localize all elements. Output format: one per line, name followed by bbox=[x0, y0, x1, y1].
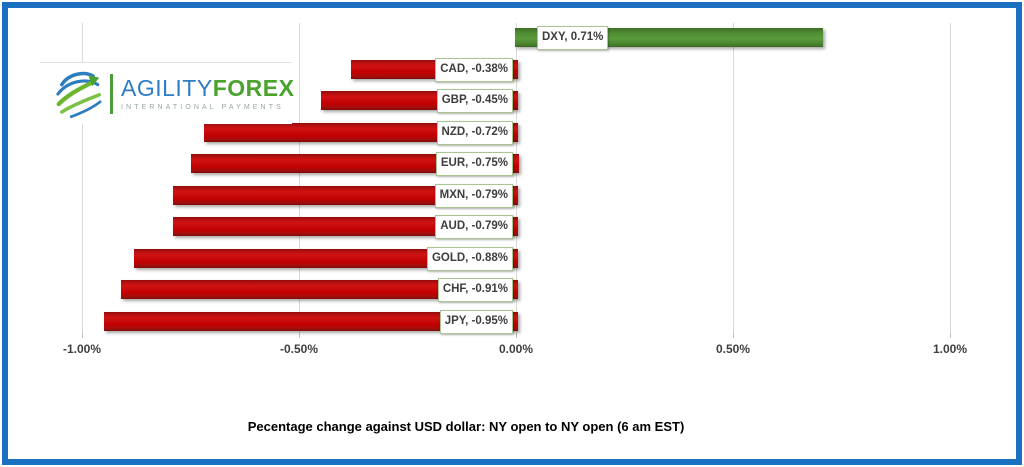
bar-label-mxn: MXN, -0.79% bbox=[434, 184, 513, 208]
agilityforex-logo: AGILITYFOREX INTERNATIONAL PAYMENTS bbox=[40, 62, 295, 124]
x-gridline-0.50% bbox=[733, 23, 734, 333]
x-axis-tick-label: -0.50% bbox=[279, 342, 319, 356]
bar-label-aud: AUD, -0.79% bbox=[435, 215, 513, 239]
bar-label-nzd: NZD, -0.72% bbox=[436, 121, 513, 145]
x-axis-tick-label: 0.50% bbox=[715, 342, 751, 356]
x-axis-tickmark bbox=[299, 333, 300, 338]
bar-label-jpy: JPY, -0.95% bbox=[439, 310, 513, 334]
logo-brand-forex: FOREX bbox=[212, 74, 295, 101]
bar-chf bbox=[121, 280, 518, 299]
x-gridline-1.00% bbox=[950, 23, 951, 333]
bar-label-gold: GOLD, -0.88% bbox=[426, 247, 513, 271]
x-gridline--0.50% bbox=[299, 23, 300, 333]
x-gridline-0.00% bbox=[516, 23, 517, 333]
bar-aud bbox=[173, 217, 518, 236]
x-axis-tickmark bbox=[950, 333, 951, 338]
agilityforex-globe-icon bbox=[56, 71, 102, 118]
bar-gold bbox=[134, 249, 518, 268]
logo-brand-agility: AGILITY bbox=[121, 74, 213, 101]
x-axis-tickmark bbox=[82, 333, 83, 338]
logo-separator bbox=[110, 73, 113, 114]
bar-label-gbp: GBP, -0.45% bbox=[436, 89, 513, 113]
x-gridline--1.00% bbox=[82, 23, 83, 333]
x-axis-tickmark bbox=[733, 333, 734, 338]
logo-brand: AGILITYFOREX bbox=[121, 74, 295, 101]
bar-label-cad: CAD, -0.38% bbox=[435, 58, 513, 82]
x-axis-tick-label: -1.00% bbox=[62, 342, 102, 356]
bar-jpy bbox=[104, 312, 518, 331]
bar-label-chf: CHF, -0.91% bbox=[437, 278, 513, 302]
bar-mxn bbox=[173, 186, 518, 205]
logo-tagline: INTERNATIONAL PAYMENTS bbox=[121, 103, 284, 111]
x-axis-tick-label: 0.00% bbox=[498, 342, 534, 356]
bar-label-dxy: DXY, 0.71% bbox=[537, 26, 609, 50]
x-axis-tickmark bbox=[516, 333, 517, 338]
chart-title: Pecentage change against USD dollar: NY … bbox=[247, 419, 685, 434]
bar-label-eur: EUR, -0.75% bbox=[435, 152, 513, 176]
x-axis-tick-label: 1.00% bbox=[932, 342, 968, 356]
